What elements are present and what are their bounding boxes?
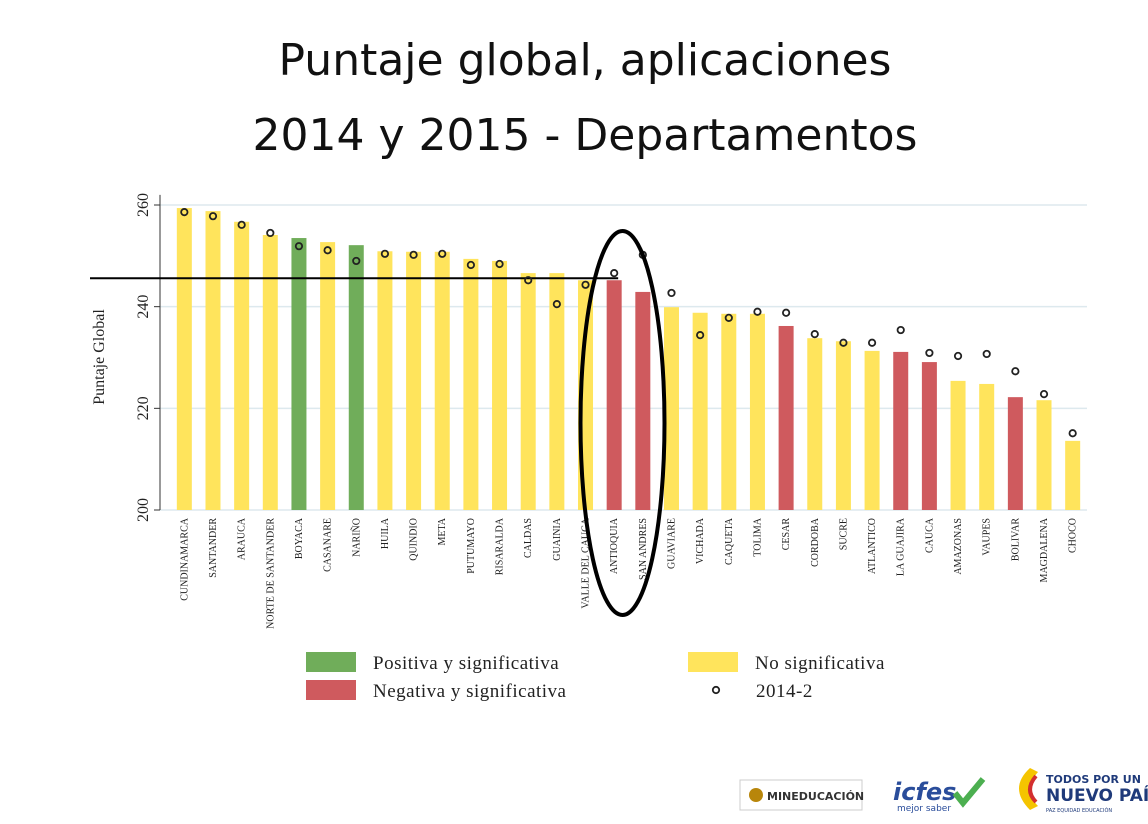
x-tick-label: LA GUAJIRA xyxy=(896,517,907,576)
bar xyxy=(836,341,851,510)
x-tick-label: RISARALDA xyxy=(495,517,506,575)
marker-2014 xyxy=(955,353,961,359)
legend-swatch xyxy=(688,652,738,672)
bar xyxy=(951,381,966,510)
legend-label: Negativa y significativa xyxy=(373,681,567,702)
y-tick-label: 240 xyxy=(135,295,152,319)
x-tick-label: ATLANTICO xyxy=(867,518,878,574)
highlight-ellipse xyxy=(581,231,665,615)
bar xyxy=(521,273,536,510)
x-tick-label: HUILA xyxy=(380,517,391,549)
legend-label: Positiva y significativa xyxy=(373,653,559,674)
x-tick-label: CHOCO xyxy=(1068,518,1079,553)
x-tick-label: SANTANDER xyxy=(208,518,219,578)
bar xyxy=(979,384,994,510)
gov-line2: NUEVO PAÍS xyxy=(1046,784,1148,806)
bar xyxy=(721,314,736,510)
bar xyxy=(779,326,794,510)
slide: Puntaje global, aplicaciones 2014 y 2015… xyxy=(0,0,1148,824)
x-tick-label: ANTIOQUIA xyxy=(609,517,620,574)
legend-swatch xyxy=(306,680,356,700)
x-tick-label: CASANARE xyxy=(323,518,334,572)
x-tick-label: CAUCA xyxy=(924,517,935,553)
bar xyxy=(1037,400,1052,510)
x-tick-label: PUTUMAYO xyxy=(466,518,477,574)
x-tick-label: META xyxy=(437,517,448,545)
icfes-tagline: mejor saber xyxy=(897,804,951,814)
marker-2014 xyxy=(898,327,904,333)
bar xyxy=(607,280,622,510)
x-tick-label: GUAVIARE xyxy=(666,518,677,569)
x-tick-label: GUAINIA xyxy=(552,517,563,561)
bar xyxy=(377,251,392,510)
marker-2014 xyxy=(1041,391,1047,397)
x-tick-label: VAUPES xyxy=(982,518,993,556)
icfes-text: icfes xyxy=(893,778,956,806)
y-tick-label: 260 xyxy=(135,193,152,217)
x-tick-label: CORDOBA xyxy=(810,517,821,567)
marker-2014 xyxy=(926,350,932,356)
bar xyxy=(1008,397,1023,510)
gov-logo-stripe xyxy=(1030,776,1036,802)
x-tick-label: CALDAS xyxy=(523,518,534,558)
bar xyxy=(349,245,364,510)
bar xyxy=(463,259,478,510)
legend-label: No significativa xyxy=(755,653,885,674)
x-tick-label: SAN ANDRES xyxy=(638,518,649,580)
marker-2014 xyxy=(783,310,789,316)
x-tick-label: ARAUCA xyxy=(237,517,248,560)
marker-2014 xyxy=(1012,368,1018,374)
x-tick-label: CAQUETA xyxy=(724,517,735,565)
x-tick-label: VICHADA xyxy=(695,517,706,564)
x-tick-label: MAGDALENA xyxy=(1039,517,1050,582)
bar xyxy=(635,292,650,510)
legend-swatch xyxy=(306,652,356,672)
shield-icon xyxy=(749,788,763,802)
x-tick-label: CESAR xyxy=(781,518,792,551)
x-tick-label: QUINDIO xyxy=(409,518,420,561)
bar xyxy=(406,252,421,510)
x-tick-label: BOYACA xyxy=(294,517,305,559)
marker-2014 xyxy=(1069,430,1075,436)
marker-2014 xyxy=(668,290,674,296)
x-tick-label: CUNDINAMARCA xyxy=(179,517,190,601)
bar xyxy=(177,208,192,510)
marker-2014 xyxy=(984,351,990,357)
bar xyxy=(435,252,450,510)
bar xyxy=(320,242,335,510)
gov-line3: PAZ EQUIDAD EDUCACIÓN xyxy=(1046,807,1112,814)
bar xyxy=(922,362,937,510)
chart-title: Puntaje global, aplicaciones xyxy=(279,35,892,86)
x-tick-label: AMAZONAS xyxy=(953,518,964,575)
legend-marker xyxy=(713,687,719,693)
icfes-check xyxy=(955,779,983,803)
bar xyxy=(492,261,507,510)
x-tick-label: NARIÑO xyxy=(350,518,362,557)
bar xyxy=(549,273,564,510)
bar xyxy=(693,313,708,510)
bar xyxy=(205,211,220,510)
y-tick-label: 200 xyxy=(135,498,152,522)
bar xyxy=(1065,441,1080,510)
marker-2014 xyxy=(611,270,617,276)
gov-line1: TODOS POR UN xyxy=(1046,773,1141,786)
legend-label: 2014-2 xyxy=(756,681,813,702)
x-tick-label: BOLIVAR xyxy=(1010,518,1021,561)
bar xyxy=(807,338,822,510)
bar xyxy=(263,235,278,510)
x-tick-label: SUCRE xyxy=(838,518,849,550)
y-axis-label: Puntaje Global xyxy=(91,309,108,405)
bar xyxy=(893,352,908,510)
bar xyxy=(234,222,249,510)
marker-2014 xyxy=(812,331,818,337)
chart-subtitle: 2014 y 2015 - Departamentos xyxy=(253,110,918,161)
footer-logos: MINEDUCACIÓN icfes mejor saber TODOS POR… xyxy=(740,768,1148,814)
bar xyxy=(865,351,880,510)
x-tick-label: TOLIMA xyxy=(752,517,763,556)
x-tick-label: NORTE DE SANTANDER xyxy=(265,518,276,629)
mineducacion-text: MINEDUCACIÓN xyxy=(767,790,864,803)
marker-2014 xyxy=(869,340,875,346)
bar xyxy=(750,314,765,510)
y-tick-label: 220 xyxy=(135,396,152,420)
